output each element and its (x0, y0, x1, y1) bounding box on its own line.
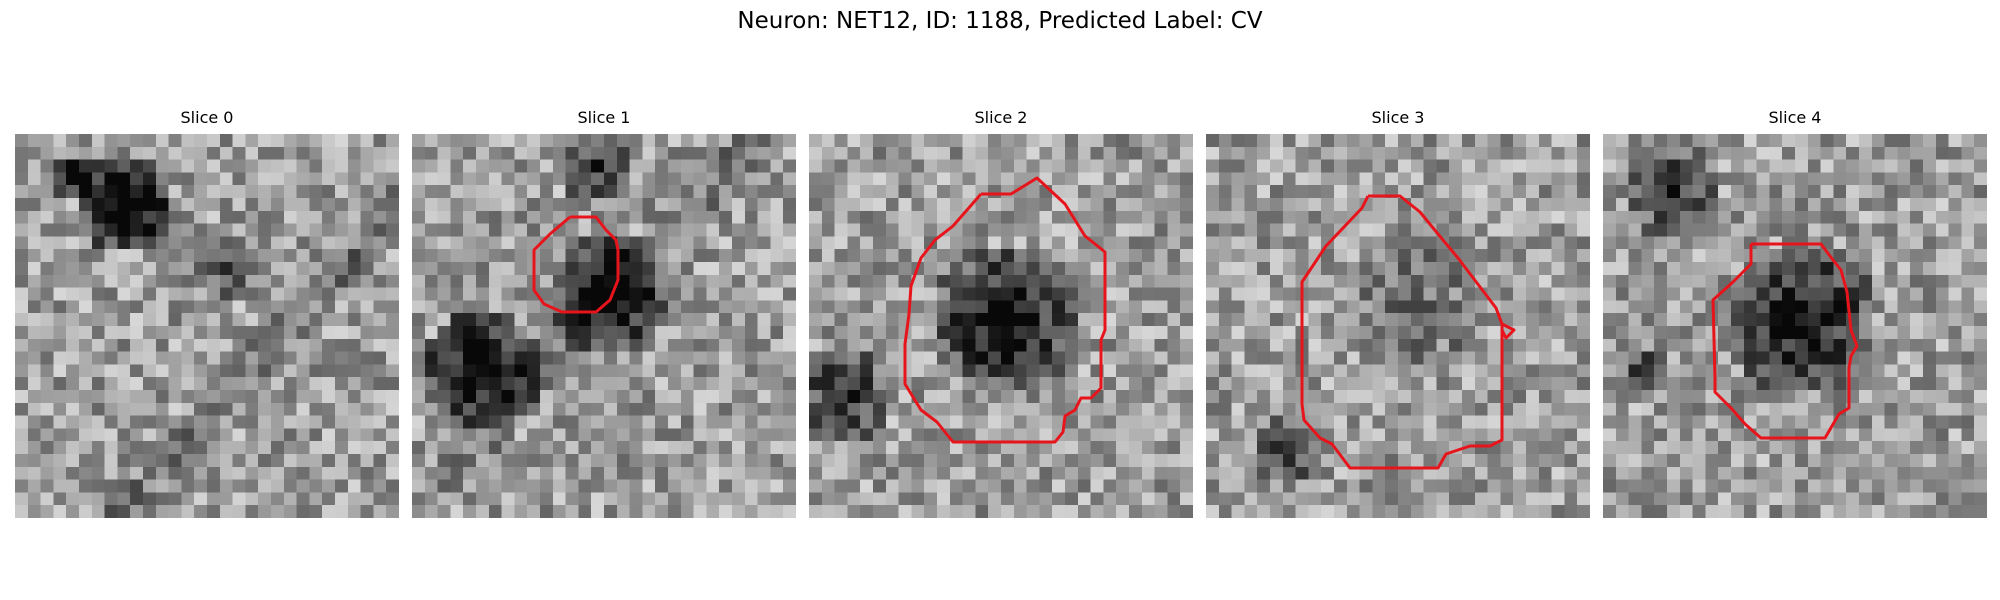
microscopy-image (809, 134, 1193, 518)
microscopy-image (1206, 134, 1590, 518)
segmentation-contour (903, 176, 1107, 444)
slice-panel-4: Slice 4 (1603, 108, 1987, 518)
segmentation-contour (1300, 194, 1516, 470)
slice-title: Slice 3 (1371, 108, 1425, 127)
slice-panel-3: Slice 3 (1206, 108, 1590, 518)
slice-image (412, 134, 796, 518)
segmentation-contour (1711, 242, 1859, 440)
microscopy-image (1603, 134, 1987, 518)
slice-image (1206, 134, 1590, 518)
segmentation-contour (532, 215, 620, 314)
contour-line (532, 215, 620, 314)
contour-line (903, 176, 1107, 444)
slice-image (15, 134, 399, 518)
microscopy-image (412, 134, 796, 518)
contour-line (1300, 194, 1516, 470)
slice-title: Slice 1 (577, 108, 631, 127)
slice-title: Slice 2 (974, 108, 1028, 127)
figure-title: Neuron: NET12, ID: 1188, Predicted Label… (737, 8, 1263, 34)
microscopy-image (15, 134, 399, 518)
slice-title: Slice 0 (180, 108, 234, 127)
slice-image (809, 134, 1193, 518)
slice-panel-1: Slice 1 (412, 108, 796, 518)
slice-image (1603, 134, 1987, 518)
slice-panel-2: Slice 2 (809, 108, 1193, 518)
contour-line (1711, 242, 1859, 440)
slice-title: Slice 4 (1768, 108, 1822, 127)
slice-panel-0: Slice 0 (15, 108, 399, 518)
